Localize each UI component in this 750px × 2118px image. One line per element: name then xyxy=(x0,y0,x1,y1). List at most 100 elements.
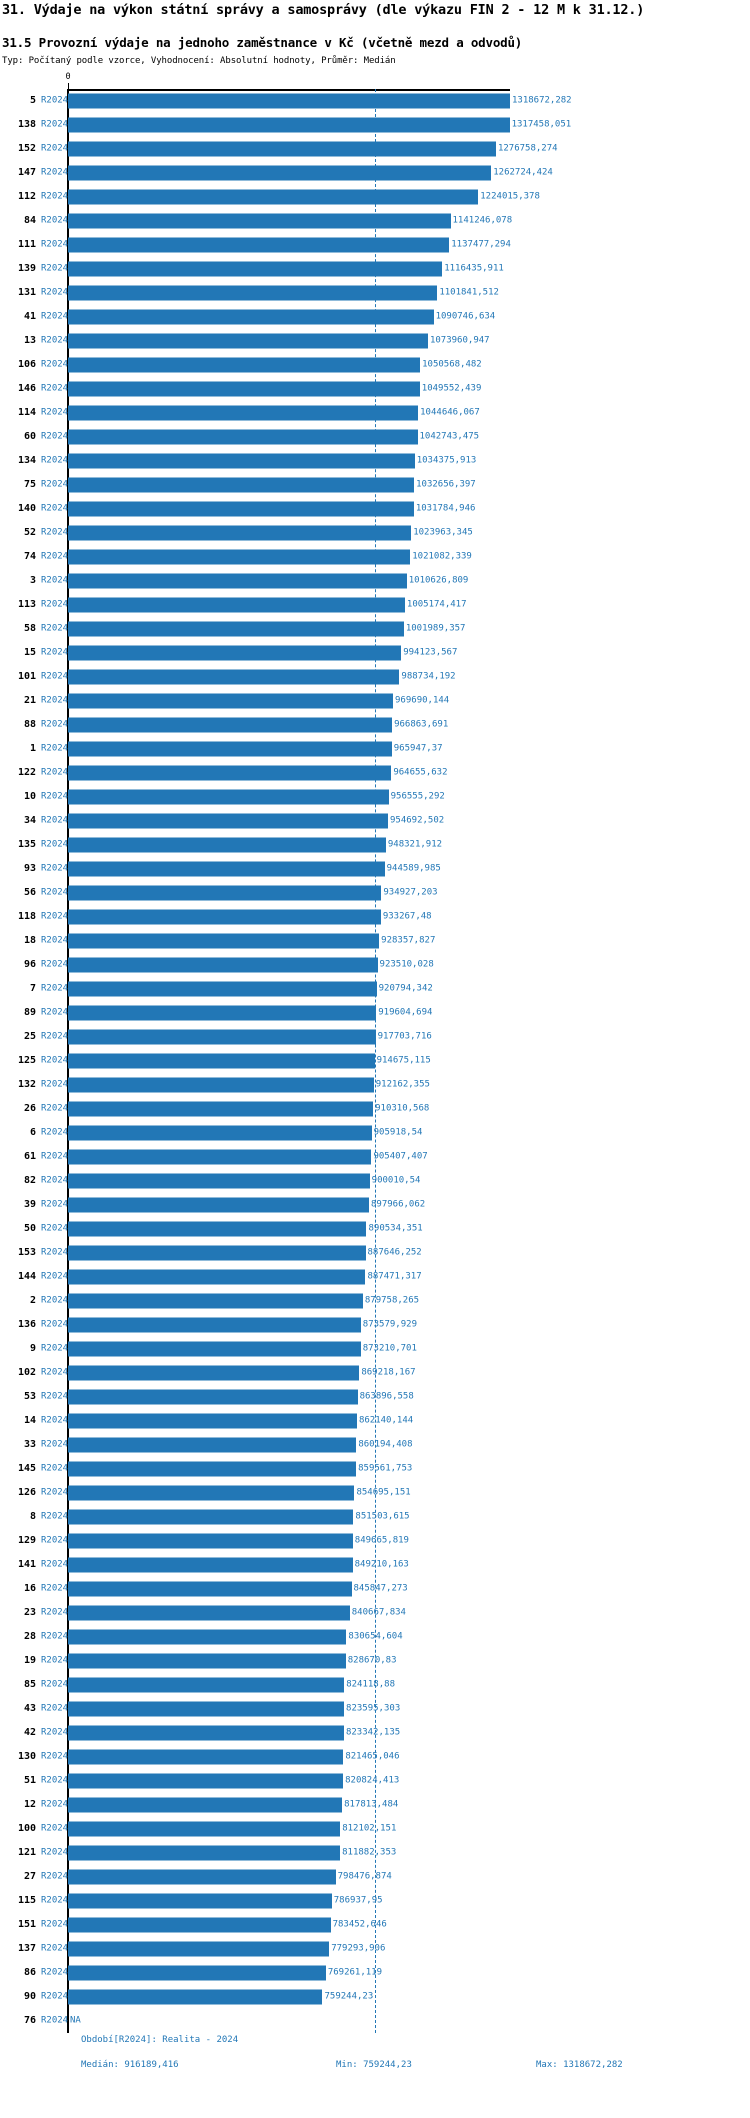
bar[interactable] xyxy=(68,1005,377,1021)
bar[interactable] xyxy=(68,717,393,733)
bar-row[interactable]: 147 R2024 1262724,424 xyxy=(0,161,750,185)
bar[interactable] xyxy=(68,1629,347,1645)
bar[interactable] xyxy=(68,1077,374,1093)
bar[interactable] xyxy=(68,1989,323,2005)
bar-row[interactable]: 96 R2024 923510,028 xyxy=(0,953,750,977)
bar[interactable] xyxy=(68,789,389,805)
bar[interactable] xyxy=(68,1437,357,1453)
bar[interactable] xyxy=(68,1749,344,1765)
bar-row[interactable]: 139 R2024 1116435,911 xyxy=(0,257,750,281)
bar[interactable] xyxy=(68,885,382,901)
bar[interactable] xyxy=(68,645,402,661)
bar-row[interactable]: 50 R2024 890534,351 xyxy=(0,1217,750,1241)
bar[interactable] xyxy=(68,1557,353,1573)
bar[interactable] xyxy=(68,1869,336,1885)
bar-row[interactable]: 51 R2024 820824,413 xyxy=(0,1769,750,1793)
bar-row[interactable]: 151 R2024 783452,646 xyxy=(0,1913,750,1937)
bar[interactable] xyxy=(68,1893,332,1909)
bar[interactable] xyxy=(68,1653,346,1669)
bar-row[interactable]: 145 R2024 859561,753 xyxy=(0,1457,750,1481)
bar[interactable] xyxy=(68,141,496,157)
bar-row[interactable]: 102 R2024 869218,167 xyxy=(0,1361,750,1385)
bar[interactable] xyxy=(68,1221,367,1237)
bar[interactable] xyxy=(68,765,392,781)
bar-row[interactable]: 113 R2024 1005174,417 xyxy=(0,593,750,617)
bar[interactable] xyxy=(68,453,415,469)
bar[interactable] xyxy=(68,1317,361,1333)
bar[interactable] xyxy=(68,1029,376,1045)
bar-row[interactable]: 152 R2024 1276758,274 xyxy=(0,137,750,161)
bar[interactable] xyxy=(68,861,385,877)
bar[interactable] xyxy=(68,285,438,301)
bar-row[interactable]: 10 R2024 956555,292 xyxy=(0,785,750,809)
bar-row[interactable]: 75 R2024 1032656,397 xyxy=(0,473,750,497)
bar-row[interactable]: 15 R2024 994123,567 xyxy=(0,641,750,665)
bar-row[interactable]: 52 R2024 1023963,345 xyxy=(0,521,750,545)
bar[interactable] xyxy=(68,597,405,613)
bar-row[interactable]: 88 R2024 966863,691 xyxy=(0,713,750,737)
bar-row[interactable]: 12 R2024 817813,484 xyxy=(0,1793,750,1817)
bar-row[interactable]: 13 R2024 1073960,947 xyxy=(0,329,750,353)
bar[interactable] xyxy=(68,261,443,277)
bar[interactable] xyxy=(68,933,380,949)
bar-row[interactable]: 114 R2024 1044646,067 xyxy=(0,401,750,425)
bar-row[interactable]: 16 R2024 845847,273 xyxy=(0,1577,750,1601)
bar-row[interactable]: 101 R2024 988734,192 xyxy=(0,665,750,689)
bar-row[interactable]: 131 R2024 1101841,512 xyxy=(0,281,750,305)
bar[interactable] xyxy=(68,1197,369,1213)
bar-row[interactable]: 74 R2024 1021082,339 xyxy=(0,545,750,569)
bar-row[interactable]: 18 R2024 928357,827 xyxy=(0,929,750,953)
bar-row[interactable]: 25 R2024 917703,716 xyxy=(0,1025,750,1049)
bar-row[interactable]: 106 R2024 1050568,482 xyxy=(0,353,750,377)
bar[interactable] xyxy=(68,741,392,757)
bar[interactable] xyxy=(68,1173,370,1189)
bar-row[interactable]: 93 R2024 944589,985 xyxy=(0,857,750,881)
bar[interactable] xyxy=(68,1413,357,1429)
bar-row[interactable]: 6 R2024 905918,54 xyxy=(0,1121,750,1145)
bar[interactable] xyxy=(68,981,377,997)
bar[interactable] xyxy=(68,1485,355,1501)
bar[interactable] xyxy=(68,1701,345,1717)
bar[interactable] xyxy=(68,621,404,637)
bar[interactable] xyxy=(68,165,492,181)
bar[interactable] xyxy=(68,1917,331,1933)
bar[interactable] xyxy=(68,837,386,853)
bar-row[interactable]: 86 R2024 769261,119 xyxy=(0,1961,750,1985)
bar-row[interactable]: 14 R2024 862140,144 xyxy=(0,1409,750,1433)
bar[interactable] xyxy=(68,429,418,445)
bar[interactable] xyxy=(68,1149,372,1165)
bar-row[interactable]: 84 R2024 1141246,078 xyxy=(0,209,750,233)
bar-row[interactable]: 118 R2024 933267,48 xyxy=(0,905,750,929)
bar-row[interactable]: 26 R2024 910310,568 xyxy=(0,1097,750,1121)
bar-row[interactable]: 138 R2024 1317458,051 xyxy=(0,113,750,137)
bar[interactable] xyxy=(68,477,415,493)
bar-row[interactable]: 60 R2024 1042743,475 xyxy=(0,425,750,449)
bar[interactable] xyxy=(68,1461,357,1477)
bar[interactable] xyxy=(68,669,400,685)
bar[interactable] xyxy=(68,357,421,373)
bar-row[interactable]: 146 R2024 1049552,439 xyxy=(0,377,750,401)
bar-row[interactable]: 111 R2024 1137477,294 xyxy=(0,233,750,257)
bar[interactable] xyxy=(68,501,414,517)
bar[interactable] xyxy=(68,549,411,565)
bar-row[interactable]: 42 R2024 823342,135 xyxy=(0,1721,750,1745)
bar[interactable] xyxy=(68,189,479,205)
bar[interactable] xyxy=(68,1797,343,1813)
bar[interactable] xyxy=(68,1389,358,1405)
bar-row[interactable]: 132 R2024 912162,355 xyxy=(0,1073,750,1097)
bar[interactable] xyxy=(68,1365,360,1381)
bar-row[interactable]: 76 R2024 NA xyxy=(0,2009,750,2033)
bar-row[interactable]: 7 R2024 920794,342 xyxy=(0,977,750,1001)
bar-row[interactable]: 2 R2024 879758,265 xyxy=(0,1289,750,1313)
bar-row[interactable]: 85 R2024 824118,88 xyxy=(0,1673,750,1697)
bar[interactable] xyxy=(68,1245,366,1261)
bar-row[interactable]: 1 R2024 965947,37 xyxy=(0,737,750,761)
bar-row[interactable]: 8 R2024 851503,615 xyxy=(0,1505,750,1529)
bar-row[interactable]: 141 R2024 849210,163 xyxy=(0,1553,750,1577)
bar[interactable] xyxy=(68,1605,350,1621)
bar[interactable] xyxy=(68,237,450,253)
bar[interactable] xyxy=(68,1677,345,1693)
bar[interactable] xyxy=(68,1941,330,1957)
bar[interactable] xyxy=(68,93,510,109)
bar-row[interactable]: 89 R2024 919604,694 xyxy=(0,1001,750,1025)
